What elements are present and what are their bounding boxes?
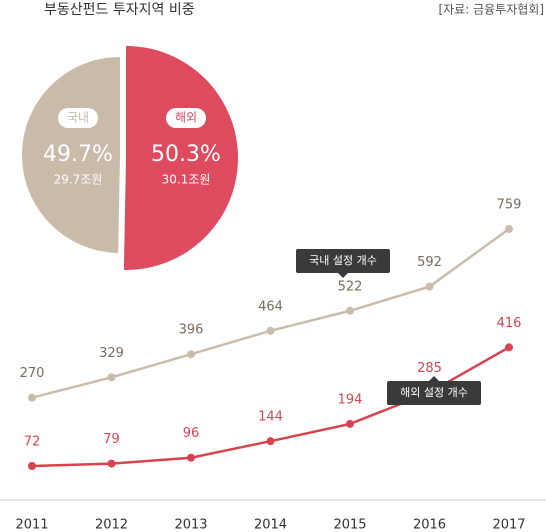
value-label: 329 — [99, 346, 124, 361]
legend-box — [296, 249, 390, 273]
point — [425, 282, 434, 291]
value-label: 144 — [258, 410, 283, 425]
value-label: 592 — [417, 255, 442, 270]
legend-label: 국내 설정 개수 — [309, 254, 377, 267]
value-label: 194 — [338, 392, 363, 407]
legend-pointer — [338, 273, 348, 278]
value-label: 522 — [338, 279, 363, 294]
x-tick-label: 2013 — [174, 518, 207, 532]
value-label: 285 — [417, 361, 442, 376]
point — [266, 326, 275, 335]
slice-label: 해외 — [175, 111, 197, 125]
pill — [166, 108, 206, 128]
source: [자료: 금융투자협회] — [438, 3, 544, 17]
value-label: 96 — [183, 426, 200, 441]
slice-value: 49.7% — [43, 142, 113, 167]
point — [505, 343, 513, 352]
x-tick-label: 2012 — [95, 518, 128, 532]
point — [28, 393, 36, 402]
value-label: 396 — [179, 323, 204, 338]
slice-label: 국내 — [67, 111, 89, 125]
value-label: 759 — [497, 198, 522, 213]
point — [187, 350, 195, 359]
slice-value: 50.3% — [151, 142, 221, 167]
x-tick-label: 2016 — [413, 518, 446, 532]
x-tick-label: 2014 — [254, 518, 287, 532]
chart-title: 부동산펀드 투자지역 비중 — [44, 2, 195, 18]
value-label: 79 — [103, 432, 120, 447]
value-label: 416 — [497, 316, 522, 331]
pie-slice — [21, 57, 120, 253]
x-tick-label: 2017 — [492, 518, 525, 532]
point — [346, 306, 354, 315]
pill — [58, 108, 98, 128]
point — [346, 419, 354, 428]
slice-amount: 29.7조원 — [54, 173, 103, 187]
value-label: 72 — [24, 435, 41, 450]
point — [266, 437, 275, 446]
point — [28, 462, 36, 470]
x-tick-label: 2011 — [15, 518, 48, 532]
point — [187, 453, 195, 462]
legend-pointer — [429, 376, 439, 381]
slice-amount: 30.1조원 — [162, 173, 211, 187]
pie-slice — [123, 46, 238, 270]
point — [107, 373, 116, 382]
value-label: 464 — [258, 299, 283, 314]
x-tick-label: 2015 — [333, 518, 366, 532]
point — [107, 459, 116, 468]
legend-label: 해외 설정 개수 — [400, 385, 468, 399]
legend-box — [387, 381, 481, 405]
value-label: 270 — [20, 366, 45, 381]
point — [505, 225, 513, 233]
